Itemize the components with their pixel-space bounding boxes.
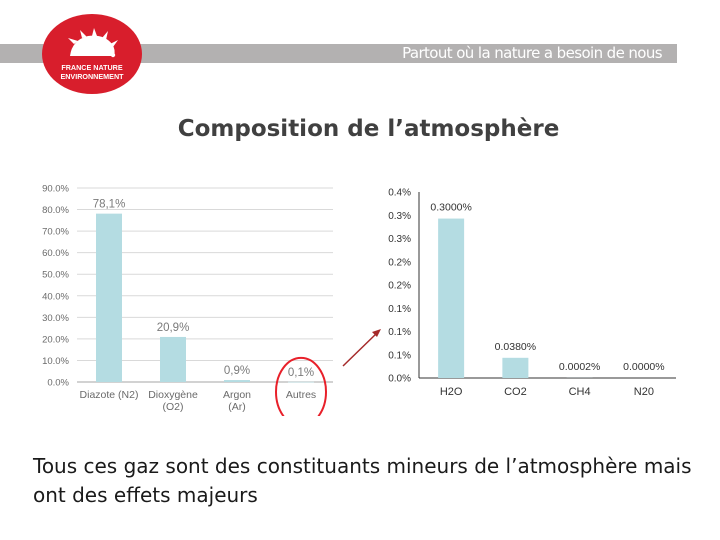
y-tick-label: 0.4% — [388, 188, 411, 199]
data-label: 0.0000% — [623, 361, 664, 373]
caption: Tous ces gaz sont des constituants mineu… — [33, 454, 692, 507]
callout-arrow — [342, 331, 379, 367]
y-tick-label: 0.3% — [388, 234, 411, 245]
x-tick-label: Autres — [286, 389, 316, 401]
x-tick-label: CH4 — [569, 386, 591, 398]
data-label: 78,1% — [93, 199, 126, 211]
y-tick-label: 0.0% — [47, 378, 69, 389]
y-tick-label: 0.0% — [388, 374, 411, 385]
y-tick-label: 0.1% — [388, 327, 411, 338]
brand-line-2: ENVIRONNEMENT — [60, 72, 124, 81]
x-tick-label: H2O — [440, 386, 463, 398]
y-tick-label: 60.0% — [42, 248, 69, 259]
y-tick-label: 50.0% — [42, 270, 69, 281]
data-label: 0.0380% — [495, 341, 536, 353]
y-tick-label: 40.0% — [42, 291, 69, 302]
highlight-circle — [275, 356, 327, 416]
brand-line-1: FRANCE NATURE — [61, 63, 123, 72]
x-tick-label: (Ar) — [228, 401, 246, 413]
tagline: Partout où la nature a besoin de nous — [402, 44, 663, 62]
france-nature-environnement-logo: FRANCE NATURE ENVIRONNEMENT — [42, 14, 142, 94]
hedgehog-icon — [68, 28, 118, 58]
data-label: 0.0002% — [559, 361, 600, 373]
y-tick-label: 10.0% — [42, 356, 69, 367]
bar-0 — [96, 213, 122, 382]
y-tick-label: 20.0% — [42, 334, 69, 345]
page-title: Composition de l’atmosphère — [177, 116, 560, 142]
x-tick-label: Dioxygène — [148, 389, 198, 401]
x-tick-label: Diazote (N2) — [80, 389, 139, 401]
y-tick-label: 80.0% — [42, 205, 69, 216]
y-tick-label: 0.3% — [388, 211, 411, 222]
bar-0 — [438, 218, 465, 378]
x-tick-label: Argon — [223, 389, 251, 401]
x-tick-label: CO2 — [504, 386, 527, 398]
header-band — [0, 44, 677, 63]
bar-3 — [288, 381, 314, 383]
data-label: 0,1% — [288, 367, 314, 379]
trace-gases-chart: 0.0% 0.1% 0.1% 0.1% 0.2% 0.2% 0.3% 0.3% 0.4% 0.30… — [388, 188, 676, 398]
y-tick-label: 0.2% — [388, 281, 411, 292]
y-tick-label: 0.2% — [388, 257, 411, 268]
x-tick-label: N20 — [634, 386, 654, 398]
y-tick-label: 30.0% — [42, 313, 69, 324]
y-tick-label: 0.1% — [388, 304, 411, 315]
data-label: 0.3000% — [430, 202, 471, 214]
y-tick-label: 0.1% — [388, 350, 411, 361]
y-tick-label: 90.0% — [42, 184, 69, 195]
x-tick-label: (O2) — [163, 401, 184, 413]
data-label: 20,9% — [157, 322, 190, 334]
y-tick-label: 70.0% — [42, 227, 69, 238]
bar-1 — [160, 336, 186, 382]
atmosphere-composition-chart: 0.0% 10.0% 20.0% 30.0% 40.0% 50.0% 60.0% 70.0% 8… — [42, 184, 333, 416]
data-label: 0,9% — [224, 365, 250, 377]
bar-2 — [224, 380, 250, 382]
bar-1 — [502, 357, 529, 378]
